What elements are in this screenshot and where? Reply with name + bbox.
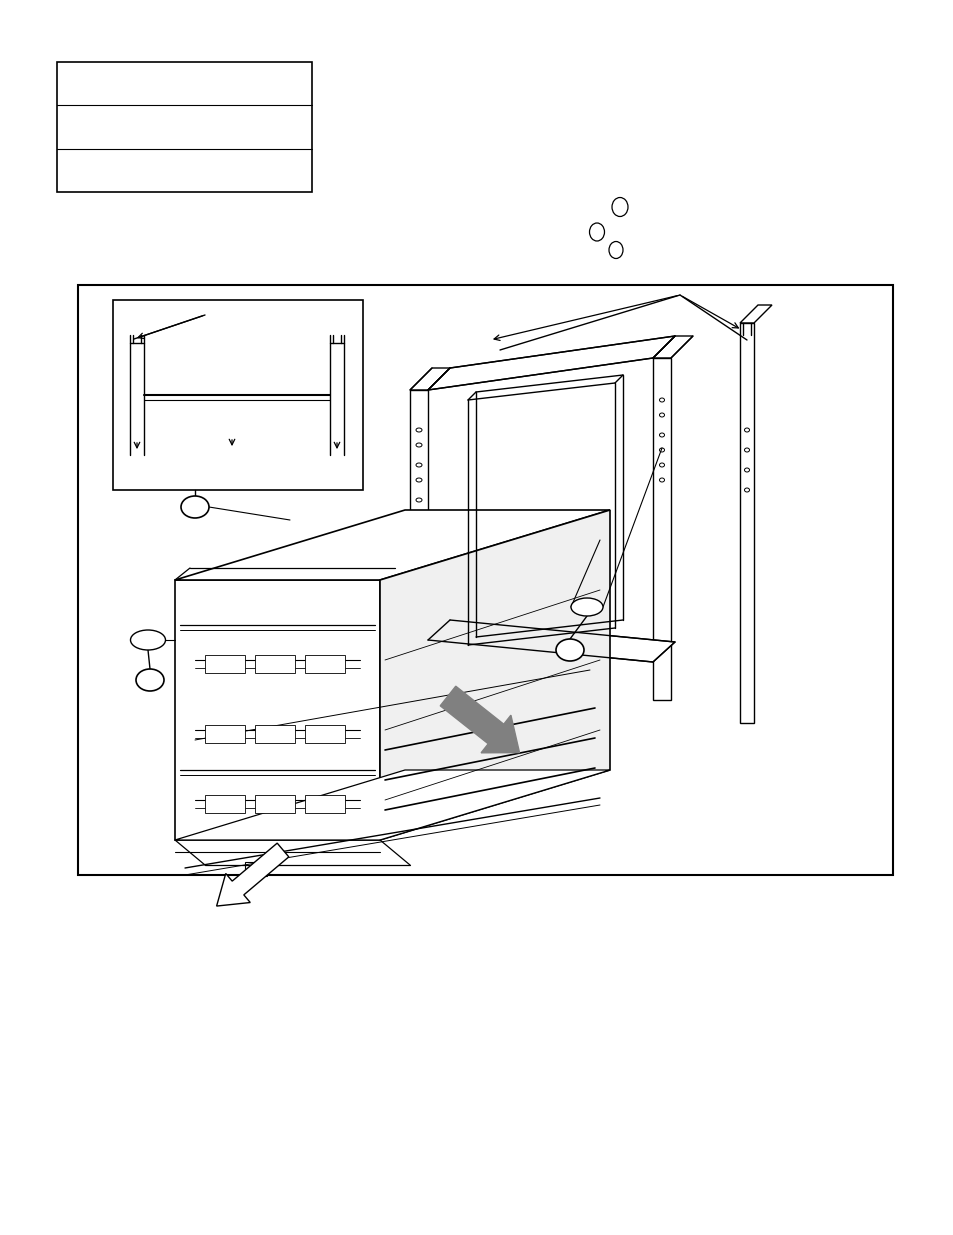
Bar <box>78 285 892 876</box>
Bar <box>332 447 341 457</box>
FancyArrow shape <box>216 844 289 906</box>
Bar <box>245 862 267 876</box>
Bar <box>305 795 345 813</box>
Bar <box>205 795 245 813</box>
FancyArrow shape <box>439 687 519 753</box>
Polygon shape <box>428 620 675 662</box>
Polygon shape <box>428 336 675 390</box>
Bar <box>254 655 294 673</box>
Bar <box>205 655 245 673</box>
Bar <box>220 450 245 458</box>
Bar <box>305 725 345 743</box>
Ellipse shape <box>136 669 164 692</box>
Bar <box>132 447 142 457</box>
Ellipse shape <box>571 598 602 616</box>
Bar <box>254 795 294 813</box>
Polygon shape <box>174 769 609 840</box>
Bar <box>305 655 345 673</box>
Polygon shape <box>174 510 609 580</box>
Ellipse shape <box>556 638 583 661</box>
Polygon shape <box>379 510 609 840</box>
Bar <box>112 300 363 490</box>
Ellipse shape <box>131 630 165 650</box>
Bar <box>57 62 312 191</box>
Bar <box>205 725 245 743</box>
Bar <box>254 725 294 743</box>
Ellipse shape <box>181 496 209 517</box>
